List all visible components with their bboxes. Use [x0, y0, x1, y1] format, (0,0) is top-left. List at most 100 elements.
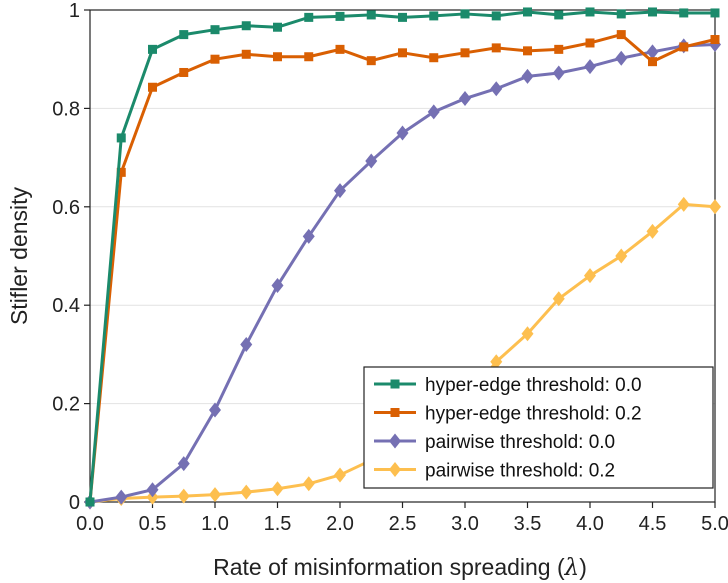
data-point — [302, 476, 315, 492]
legend: hyper-edge threshold: 0.0 hyper-edge thre… — [363, 366, 714, 489]
data-point — [648, 57, 657, 67]
data-point — [240, 337, 253, 353]
data-point — [148, 44, 157, 54]
data-point — [210, 54, 220, 64]
data-point — [398, 12, 407, 22]
data-point — [585, 7, 595, 17]
data-point — [209, 487, 221, 503]
data-point — [398, 48, 407, 58]
data-point — [179, 30, 189, 40]
data-point — [491, 11, 501, 21]
data-point — [302, 228, 315, 244]
data-point — [710, 8, 720, 18]
legend-label: hyper-edge threshold: 0.0 — [425, 375, 642, 396]
data-point — [335, 44, 345, 54]
data-point — [584, 268, 596, 284]
data-point — [459, 91, 471, 107]
data-point — [177, 488, 190, 504]
data-point — [646, 223, 659, 239]
legend-item: pairwise threshold: 0.0 — [374, 432, 615, 453]
x-tick-label: 0.5 — [139, 513, 167, 535]
y-tick-label: 1 — [69, 0, 80, 22]
data-point — [240, 484, 253, 500]
y-axis-label: Stifler density — [6, 186, 32, 325]
data-point — [679, 8, 689, 18]
y-tick-label: 0.6 — [52, 197, 80, 219]
data-point — [521, 326, 534, 342]
data-point — [710, 35, 720, 45]
series-hyper-edge-threshold-0-0 — [85, 7, 720, 507]
data-point — [335, 11, 345, 21]
data-point — [677, 196, 690, 212]
x-tick-label: 2.0 — [326, 513, 354, 535]
data-point — [179, 67, 189, 77]
data-point — [616, 9, 626, 19]
y-tick-label: 0.4 — [52, 295, 80, 317]
legend-marker — [390, 379, 400, 389]
data-point — [679, 42, 689, 52]
data-point — [615, 50, 628, 66]
data-point — [616, 30, 626, 40]
legend-item: pairwise threshold: 0.2 — [374, 461, 615, 482]
data-point — [116, 167, 126, 177]
data-point — [491, 43, 501, 53]
legend-item: hyper-edge threshold: 0.2 — [374, 404, 642, 425]
data-point — [554, 10, 564, 20]
data-point — [584, 59, 596, 75]
data-point — [523, 46, 532, 56]
data-point — [552, 65, 565, 81]
data-point — [460, 48, 470, 58]
legend-label: hyper-edge threshold: 0.2 — [425, 404, 642, 425]
data-point — [304, 52, 314, 62]
x-tick-label: 1.5 — [264, 513, 292, 535]
x-tick-label: 5.0 — [701, 513, 728, 535]
data-point — [490, 354, 503, 370]
data-point — [366, 10, 376, 20]
data-point — [552, 291, 565, 307]
series-pairwise-threshold-0-0 — [84, 36, 721, 510]
data-point — [365, 153, 378, 169]
x-tick-label: 0.0 — [76, 513, 104, 535]
legend-box — [363, 366, 714, 489]
data-point — [429, 53, 439, 63]
data-point — [241, 49, 251, 59]
data-point — [177, 456, 190, 472]
data-point — [273, 22, 282, 32]
data-point — [334, 183, 346, 199]
x-tick-label: 1.0 — [201, 513, 229, 535]
data-point — [115, 489, 128, 505]
data-point — [460, 9, 470, 19]
data-point — [523, 7, 532, 17]
data-point — [585, 38, 595, 48]
data-point — [148, 82, 157, 92]
data-point — [427, 104, 440, 120]
legend-marker — [389, 433, 401, 449]
series-hyper-edge-threshold-0-2 — [85, 30, 720, 507]
legend-item: hyper-edge threshold: 0.0 — [374, 375, 642, 396]
x-tick-label: 2.5 — [389, 513, 417, 535]
data-point — [646, 44, 659, 60]
legend-label: pairwise threshold: 0.0 — [425, 432, 615, 453]
y-tick-label: 0 — [69, 492, 80, 514]
x-tick-label: 3.0 — [451, 513, 479, 535]
legend-label: pairwise threshold: 0.2 — [425, 461, 615, 482]
data-point — [241, 21, 251, 31]
data-point — [209, 402, 221, 418]
data-point — [116, 133, 126, 143]
data-point — [273, 52, 282, 62]
data-point — [146, 482, 159, 498]
data-point — [366, 56, 376, 66]
data-point — [615, 248, 628, 264]
y-tick-label: 0.8 — [52, 98, 80, 120]
data-point — [429, 11, 439, 21]
data-point — [648, 7, 657, 17]
data-point — [210, 25, 220, 35]
data-point — [396, 125, 409, 141]
x-tick-label: 3.5 — [514, 513, 542, 535]
data-point — [85, 497, 95, 507]
axis-ticks: 0.0 0.5 1.0 1.5 2.0 2.5 3.0 3.5 4.0 4.5 5.0 0 0.2 0.4… — [52, 0, 728, 535]
data-point — [554, 44, 564, 54]
data-point — [304, 12, 314, 22]
data-point — [271, 278, 284, 294]
